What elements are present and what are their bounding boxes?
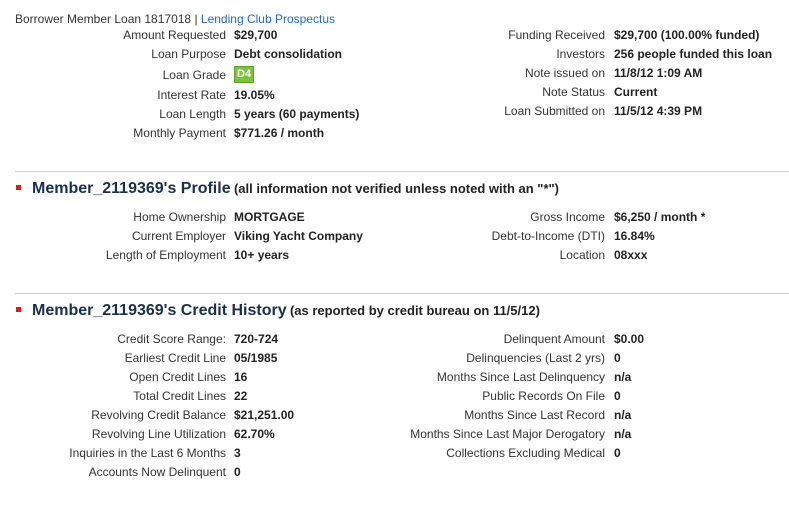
field-label: Delinquencies (Last 2 yrs) xyxy=(466,351,605,365)
field-value: 256 people funded this loan xyxy=(614,47,773,61)
field-label: Gross Income xyxy=(530,210,605,224)
field-label: Months Since Last Delinquency xyxy=(436,370,605,384)
field-label: Funding Received xyxy=(508,28,605,42)
field-value: 11/8/12 1:09 AM xyxy=(614,66,703,80)
field-label: Interest Rate xyxy=(157,88,226,102)
field-value: 16.84% xyxy=(614,229,655,243)
field-value: n/a xyxy=(614,427,632,441)
field-value: 0 xyxy=(614,446,621,460)
field-label: Loan Purpose xyxy=(151,47,226,61)
field-label: Debt-to-Income (DTI) xyxy=(491,229,605,243)
field-label: Open Credit Lines xyxy=(129,370,226,384)
field-value: $29,700 (100.00% funded) xyxy=(614,28,760,42)
field-value: MORTGAGE xyxy=(234,210,305,224)
field-value: 11/5/12 4:39 PM xyxy=(614,104,703,118)
header-text: Borrower Member Loan 1817018 | xyxy=(15,12,198,26)
separator xyxy=(15,293,789,294)
field-label: Current Employer xyxy=(131,229,226,243)
section-title: Member_2119369's Credit History xyxy=(32,302,287,319)
field-value: $21,251.00 xyxy=(234,408,295,422)
field-value: 08xxx xyxy=(614,248,648,262)
field-value: $771.26 / month xyxy=(234,126,325,140)
section-heading: Member_2119369's Credit History (as repo… xyxy=(32,302,540,320)
field-label: Months Since Last Record xyxy=(464,408,605,422)
bullet xyxy=(16,307,21,312)
field-value: 62.70% xyxy=(234,427,275,441)
field-value: Current xyxy=(614,85,658,99)
section-title: Member_2119369's Profile xyxy=(32,180,231,197)
field-label: Revolving Line Utilization xyxy=(91,427,226,441)
field-value: $6,250 / month * xyxy=(614,210,706,224)
section-note: (as reported by credit bureau on 11/5/12… xyxy=(289,303,540,318)
field-label: Loan Length xyxy=(159,107,226,121)
field-value: 3 xyxy=(234,446,241,460)
field-label: Credit Score Range: xyxy=(117,332,226,346)
field-value: 0 xyxy=(614,351,621,365)
header: Borrower Member Loan 1817018 | Lending C… xyxy=(15,11,335,27)
field-label: Loan Grade xyxy=(162,68,226,82)
field-value: 10+ years xyxy=(234,248,290,262)
field-value: Viking Yacht Company xyxy=(234,229,363,243)
field-label: Location xyxy=(559,248,605,262)
bullet xyxy=(16,185,21,190)
field-label: Accounts Now Delinquent xyxy=(88,465,226,479)
field-value: 16 xyxy=(234,370,248,384)
field-label: Public Records On File xyxy=(482,389,605,403)
field-value: 5 years (60 payments) xyxy=(234,107,360,121)
section-note: (all information not verified unless not… xyxy=(233,181,560,196)
field-label: Loan Submitted on xyxy=(504,104,605,118)
separator xyxy=(15,171,789,172)
grade-badge: D4 xyxy=(234,66,255,83)
field-value: n/a xyxy=(614,370,632,384)
field-label: Months Since Last Major Derogatory xyxy=(410,427,605,441)
field-value: 0 xyxy=(234,465,241,479)
field-label: Monthly Payment xyxy=(133,126,226,140)
field-label: Revolving Credit Balance xyxy=(91,408,226,422)
field-label: Inquiries in the Last 6 Months xyxy=(69,446,226,460)
field-label: Length of Employment xyxy=(105,248,226,262)
field-label: Note Status xyxy=(542,85,605,99)
field-value: $0.00 xyxy=(614,332,645,346)
field-label: Investors xyxy=(556,47,605,61)
field-value: 22 xyxy=(234,389,248,403)
field-label: Note issued on xyxy=(524,66,605,80)
prospectus-link[interactable]: Lending Club Prospectus xyxy=(200,12,335,26)
field-label: Home Ownership xyxy=(133,210,226,224)
field-label: Earliest Credit Line xyxy=(124,351,226,365)
field-value: 720-724 xyxy=(234,332,279,346)
field-value: 0 xyxy=(614,389,621,403)
section-heading: Member_2119369's Profile (all informatio… xyxy=(32,180,559,198)
field-label: Total Credit Lines xyxy=(133,389,226,403)
field-value: n/a xyxy=(614,408,632,422)
field-label: Collections Excluding Medical xyxy=(446,446,605,460)
field-value: $29,700 xyxy=(234,28,278,42)
field-value: Debt consolidation xyxy=(234,47,342,61)
field-label: Delinquent Amount xyxy=(503,332,605,346)
field-value: 19.05% xyxy=(234,88,275,102)
field-value: 05/1985 xyxy=(234,351,278,365)
field-label: Amount Requested xyxy=(123,28,226,42)
